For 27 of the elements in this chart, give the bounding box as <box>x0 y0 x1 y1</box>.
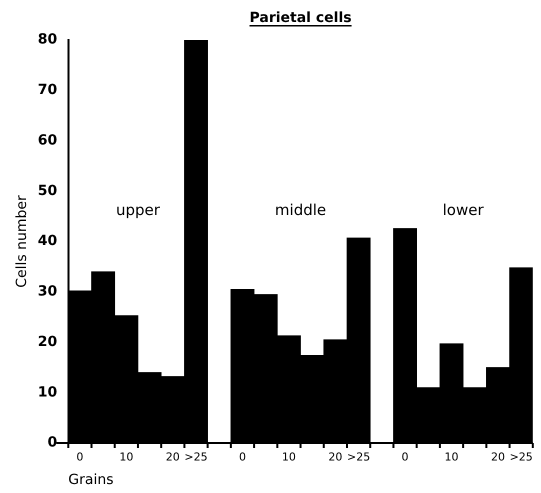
annotation: upper <box>116 201 161 219</box>
x-tick-label: 10 <box>282 450 296 464</box>
y-tick-label: 30 <box>38 284 58 300</box>
x-tick-label: 20 <box>166 450 180 464</box>
y-tick-label: 50 <box>38 182 58 199</box>
x-axis-title: Grains <box>68 472 114 488</box>
x-tick-label: >25 <box>510 450 533 464</box>
x-tick-label: 20 <box>328 450 342 464</box>
y-tick-label: 10 <box>38 384 58 400</box>
chart-title: Parietal cells <box>250 10 352 26</box>
y-axis-title: Cells number <box>14 194 30 288</box>
annotation: middle <box>274 201 326 219</box>
y-tick-label: 20 <box>38 334 58 350</box>
x-tick-label: 10 <box>119 450 134 464</box>
x-tick-label: 0 <box>238 450 246 464</box>
x-tick-label: 20 <box>490 450 505 464</box>
y-tick-label: 60 <box>38 132 58 148</box>
y-tick-label: 40 <box>38 233 58 250</box>
x-tick-label: 10 <box>444 450 459 464</box>
y-tick-label: 70 <box>38 82 58 98</box>
y-tick-label: 0 <box>48 434 58 451</box>
x-tick-label: 0 <box>402 450 409 464</box>
y-tick-label: 80 <box>38 32 58 48</box>
annotation: lower <box>442 201 484 219</box>
x-tick-label: >25 <box>184 450 208 464</box>
x-tick-label: >25 <box>347 450 370 464</box>
x-tick-label: 0 <box>76 450 84 464</box>
